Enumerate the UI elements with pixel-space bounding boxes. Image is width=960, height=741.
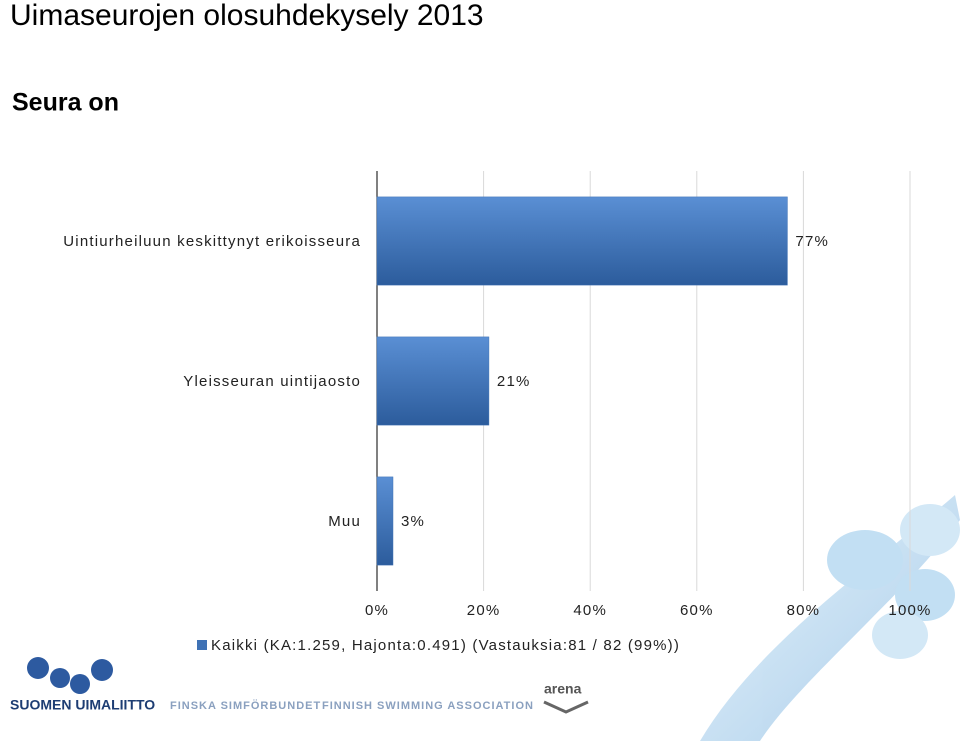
- bar: [376, 196, 788, 286]
- plot: 0% 20% 40% 60% 80% 100% Uintiurheiluun keskitt…: [63, 171, 931, 654]
- sponsor: arena: [544, 681, 582, 697]
- decoration: [700, 495, 960, 741]
- legend-label: Kaikki (KA:1.259, Hajonta:0.491) (Vastau…: [211, 637, 680, 654]
- x-tick-label: 100%: [888, 602, 931, 619]
- category-label: Muu: [328, 513, 361, 530]
- value-label: 77%: [795, 233, 829, 250]
- value-label: 3%: [401, 513, 425, 530]
- bar: [376, 476, 394, 566]
- legend-swatch: [197, 640, 207, 650]
- title: Uimaseurojen olosuhdekysely 2013: [10, 0, 484, 32]
- category-label: Uintiurheiluun keskittynyt erikoisseura: [63, 233, 361, 250]
- x-tick-label: 40%: [573, 602, 607, 619]
- swedish-name: FINSKA SIMFÖRBUNDET: [170, 699, 321, 712]
- x-tick-label: 20%: [467, 602, 501, 619]
- x-tick-label: 80%: [787, 602, 821, 619]
- bar: [376, 336, 490, 426]
- x-tick-label: 0%: [365, 602, 389, 619]
- logo-icons: [27, 657, 113, 694]
- brand: SUOMEN UIMALIITTO: [10, 697, 155, 713]
- category-label: Yleisseuran uintijaosto: [183, 373, 361, 390]
- footer: SUOMEN UIMALIITTO FINSKA SIMFÖRBUNDET FI…: [10, 657, 589, 714]
- value-label: 21%: [497, 373, 531, 390]
- subtitle: Seura on: [12, 89, 119, 117]
- x-tick-label: 60%: [680, 602, 714, 619]
- sponsor-mark: [543, 700, 589, 714]
- english-name: FINNISH SWIMMING ASSOCIATION: [322, 700, 534, 712]
